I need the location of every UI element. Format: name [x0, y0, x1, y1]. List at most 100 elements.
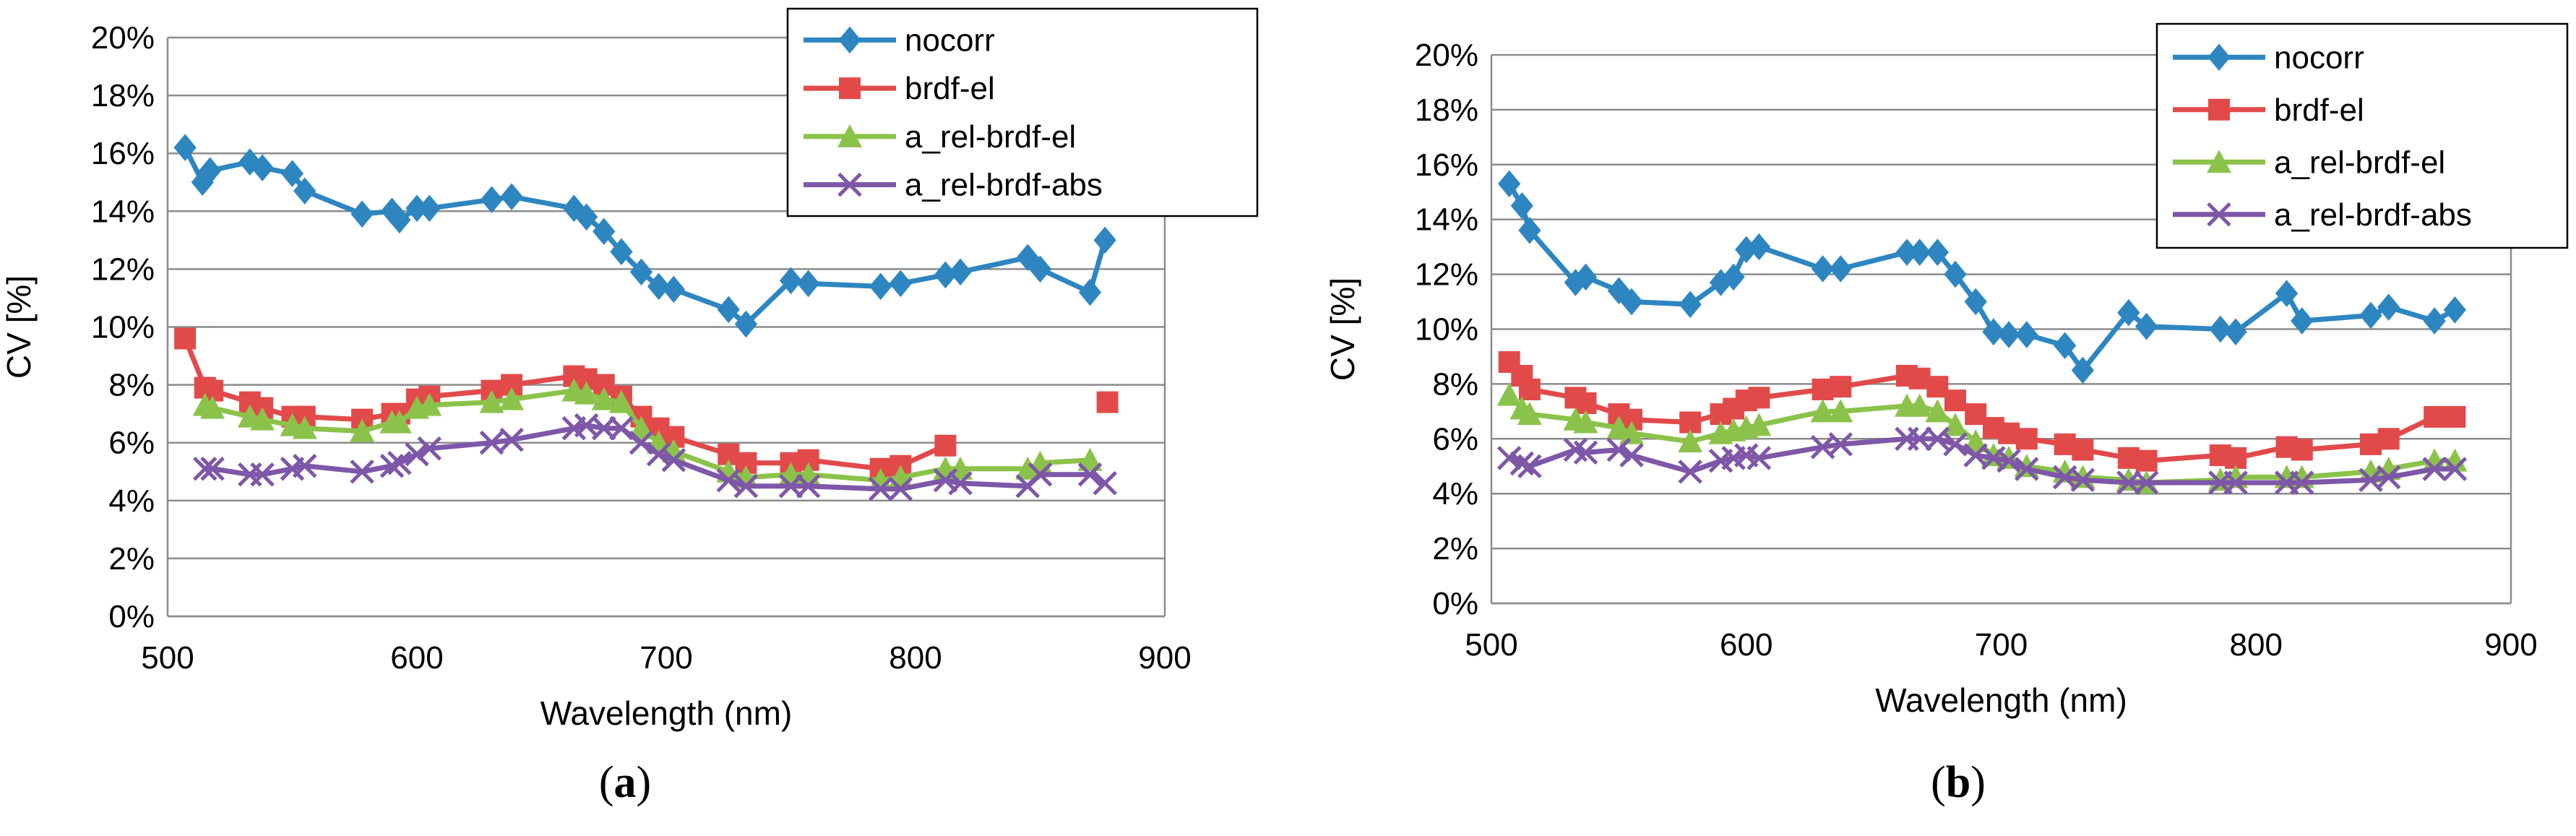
panel-label-close: ): [637, 758, 652, 807]
data-point-nocorr: [1926, 238, 1949, 267]
data-point-a-rel-brdf-el: [2442, 448, 2468, 472]
data-point-nocorr: [717, 296, 740, 324]
data-point-nocorr: [629, 258, 653, 286]
data-point-nocorr: [198, 157, 222, 185]
y-tick-label: 6%: [108, 426, 155, 461]
data-point-a-rel-brdf-el: [1746, 413, 1772, 436]
x-tick-label: 600: [1720, 627, 1772, 663]
data-point-a-rel-brdf-abs: [1907, 426, 1932, 452]
data-point-nocorr: [1944, 260, 1967, 288]
y-tick-label: 10%: [1415, 312, 1478, 348]
data-point-a-rel-brdf-abs: [1828, 432, 1853, 457]
y-tick-label: 10%: [91, 310, 155, 345]
data-point-nocorr: [2224, 318, 2247, 346]
data-point-a-rel-brdf-abs: [888, 477, 913, 501]
y-tick-label: 4%: [108, 483, 155, 519]
data-point-nocorr: [2377, 293, 2400, 321]
panel-label-close: ): [1970, 758, 1986, 807]
data-point-nocorr: [1518, 217, 1541, 244]
panel-label-open: (: [599, 758, 614, 807]
data-point-a-rel-brdf-el: [479, 389, 504, 413]
data-point-brdf-el: [1944, 389, 1967, 412]
data-point-brdf-el: [1748, 387, 1770, 409]
data-point-a-rel-brdf-abs: [192, 456, 217, 481]
data-point-a-rel-brdf-abs: [1517, 454, 1542, 479]
data-point-nocorr: [2054, 332, 2077, 360]
data-point-a-rel-brdf-abs: [609, 415, 634, 441]
data-point-a-rel-brdf-abs: [1996, 448, 2021, 473]
legend-marker-a-rel-brdf-el: [837, 124, 862, 147]
legend-marker-nocorr: [2207, 43, 2231, 72]
data-point-nocorr: [2209, 315, 2232, 343]
data-point-a-rel-brdf-abs: [379, 453, 405, 478]
data-point-nocorr: [2359, 301, 2382, 329]
data-point-a-rel-brdf-abs: [2289, 470, 2314, 495]
data-point-nocorr: [1510, 191, 1533, 220]
data-point-a-rel-brdf-abs: [2116, 470, 2141, 495]
data-point-brdf-el: [2015, 428, 2038, 450]
series-a-rel-brdf-abs: [1496, 426, 2468, 495]
legend-label-a-rel-brdf-el: a_rel-brdf-el: [2274, 145, 2445, 180]
data-point-brdf-el: [2444, 405, 2466, 428]
data-point-nocorr: [1829, 255, 1852, 283]
data-point-a-rel-brdf-abs: [2223, 470, 2248, 495]
x-tick-label: 800: [889, 640, 942, 676]
x-tick-label: 500: [141, 640, 194, 676]
data-point-nocorr: [734, 310, 758, 338]
panel-label-open: (: [1931, 758, 1946, 807]
data-point-nocorr: [2117, 298, 2140, 327]
x-tick-label: 900: [1138, 640, 1191, 676]
legend: nocorr brdf-el a_rel-brdf-el a_rel-brdf-abs: [786, 7, 1259, 217]
data-point-nocorr: [593, 217, 616, 246]
x-tick-label: 700: [639, 640, 692, 676]
y-tick-label: 14%: [1415, 202, 1478, 238]
data-point-a-rel-brdf-abs: [2376, 465, 2401, 490]
data-point-a-rel-brdf-el: [1573, 410, 1598, 434]
y-tick-label: 12%: [1415, 257, 1478, 293]
x-axis-title: Wavelength (nm): [1875, 681, 2127, 719]
series-line-a-rel-brdf-abs: [202, 423, 1108, 492]
data-point-a-rel-brdf-abs: [292, 453, 317, 478]
data-point-a-rel-brdf-el: [591, 387, 616, 410]
data-point-a-rel-brdf-el: [1925, 399, 1950, 423]
data-point-a-rel-brdf-el: [387, 410, 412, 434]
data-point-a-rel-brdf-el: [2422, 448, 2447, 472]
data-point-a-rel-brdf-el: [292, 415, 317, 439]
legend-label-a-rel-brdf-el: a_rel-brdf-el: [905, 119, 1076, 155]
y-tick-label: 8%: [1432, 366, 1478, 402]
data-point-a-rel-brdf-abs: [499, 427, 524, 452]
data-point-a-rel-brdf-abs: [716, 467, 741, 493]
data-point-a-rel-brdf-abs: [778, 474, 804, 499]
data-point-a-rel-brdf-el: [417, 392, 442, 416]
data-point-nocorr: [480, 186, 504, 214]
data-point-a-rel-brdf-el: [574, 381, 599, 405]
data-point-a-rel-brdf-el: [1678, 429, 1703, 453]
x-tick-label: 500: [1465, 627, 1517, 663]
legend: nocorr brdf-el a_rel-brdf-el a_rel-brdf-abs: [2155, 22, 2569, 249]
data-point-brdf-el: [2135, 449, 2158, 472]
data-point-nocorr: [1982, 318, 2005, 346]
data-point-a-rel-brdf-abs: [1619, 443, 1644, 467]
data-point-a-rel-brdf-abs: [646, 441, 671, 467]
y-tick-label: 18%: [1415, 92, 1478, 128]
series-brdf-el: [1498, 351, 2466, 472]
data-point-nocorr: [1679, 290, 1702, 319]
data-point-a-rel-brdf-el: [250, 407, 275, 431]
data-point-nocorr: [1620, 288, 1643, 316]
data-point-a-rel-brdf-abs: [1925, 426, 1950, 452]
chart-panel-a: 0% 2% 4% 6% 8% 10% 12% 14% 16% 18% 20% 500 600 700 800…: [0, 7, 1259, 807]
data-point-a-rel-brdf-el: [1907, 393, 1932, 417]
series-line-a-rel-brdf-abs: [1507, 436, 2457, 486]
data-point-a-rel-brdf-abs: [405, 441, 429, 467]
data-point-brdf-el: [2291, 439, 2313, 461]
data-point-a-rel-brdf-abs: [868, 477, 893, 501]
data-point-nocorr: [350, 200, 374, 228]
data-point-brdf-el: [2377, 428, 2400, 450]
legend-label-a-rel-brdf-abs: a_rel-brdf-abs: [2274, 197, 2472, 233]
data-point-nocorr: [2423, 307, 2446, 335]
data-point-a-rel-brdf-abs: [1943, 432, 1968, 457]
data-point-a-rel-brdf-abs: [591, 415, 616, 441]
series-a-rel-brdf-abs: [192, 413, 1117, 501]
legend-label-nocorr: nocorr: [905, 22, 995, 58]
data-point-a-rel-brdf-abs: [629, 430, 654, 455]
